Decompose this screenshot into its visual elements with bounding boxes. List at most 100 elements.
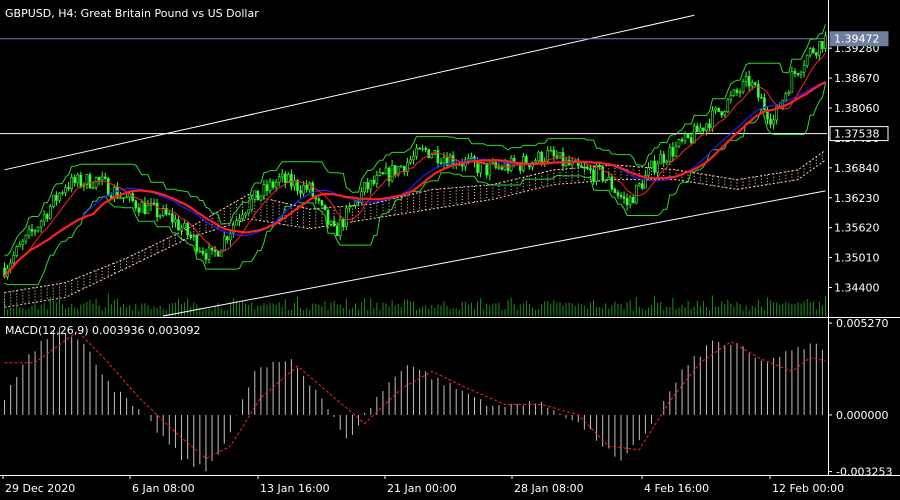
candle-bear (445, 157, 449, 166)
candle-bull (174, 219, 177, 223)
macd-tick-label: 0.000000 (836, 409, 889, 422)
candle-bear (598, 165, 601, 167)
candle-bull (741, 81, 745, 93)
macd-tick-label: 0.005270 (836, 317, 889, 330)
candle-bull (729, 95, 733, 100)
candle-bull (36, 226, 40, 232)
price-tick-label: 1.35620 (834, 222, 880, 235)
candle-bull (723, 111, 727, 116)
candle-bull (122, 197, 125, 199)
time-tick-label: 6 Jan 08:00 (132, 482, 195, 495)
candle-bear (662, 154, 666, 163)
candle-bear (561, 152, 565, 167)
candle-bull (140, 201, 144, 213)
time-tick-label: 4 Feb 16:00 (644, 482, 709, 495)
candle-bear (213, 249, 217, 252)
candle-bear (103, 176, 107, 179)
macd-histogram (4, 327, 823, 472)
candle-bull (442, 157, 446, 164)
lower-channel-line (163, 190, 826, 317)
time-tick-label: 29 Dec 2020 (5, 482, 75, 495)
candle-bull (61, 192, 64, 194)
candle-bull (198, 250, 202, 253)
candles (3, 31, 827, 280)
candle-bull (354, 200, 357, 206)
candle-bull (628, 196, 632, 206)
candle-bull (659, 154, 662, 165)
tenkan-line (4, 52, 826, 277)
candle-bear (320, 200, 324, 206)
candle-bear (622, 196, 626, 199)
candle-bear (155, 202, 159, 217)
candle-bull (70, 177, 73, 189)
candle-bull (250, 198, 254, 211)
price-tick-label: 1.35010 (834, 252, 880, 265)
bid-price-label: 1.39472 (834, 33, 880, 46)
time-tick-label: 13 Jan 16:00 (260, 482, 330, 495)
time-tick-label: 28 Jan 08:00 (514, 482, 584, 495)
candle-bear (171, 213, 174, 223)
candle-bear (341, 219, 345, 228)
candle-bear (335, 225, 339, 237)
candle-bull (302, 184, 305, 194)
candle-bull (241, 214, 244, 219)
candle-bull (351, 205, 354, 208)
candle-bull (12, 255, 15, 264)
candle-bear (619, 195, 623, 198)
candle-bull (274, 181, 278, 188)
price-tick-label: 1.34400 (834, 282, 880, 295)
candle-bull (308, 182, 312, 190)
candle-bull (656, 163, 659, 173)
candle-bull (192, 235, 196, 237)
candle-bear (393, 165, 397, 176)
candle-bull (799, 71, 803, 75)
candle-bull (744, 76, 748, 82)
candle-bear (695, 125, 699, 133)
candle-bull (280, 173, 284, 178)
candle-bull (790, 71, 794, 93)
candle-bear (760, 96, 763, 99)
candle-bear (439, 162, 443, 164)
candle-bear (271, 181, 275, 188)
candle-bull (558, 152, 562, 159)
candle-bear (106, 178, 110, 197)
candle-bull (33, 230, 37, 233)
candle-bear (769, 118, 772, 125)
ichimoku-cloud (4, 152, 823, 308)
candle-bear (641, 183, 644, 189)
senkou-span-b (4, 159, 826, 308)
candle-bear (195, 235, 199, 252)
candle-bull (711, 109, 714, 129)
candle-bear (583, 166, 586, 169)
candle-bull (27, 228, 31, 236)
candle-bear (766, 109, 769, 120)
candle-bear (418, 147, 421, 150)
candle-bull (726, 99, 730, 112)
candle-bull (15, 246, 19, 256)
candle-bear (671, 147, 675, 157)
candle-bear (580, 165, 583, 168)
candle-bull (732, 89, 736, 96)
candle-bull (668, 147, 672, 162)
candle-bull (396, 166, 400, 176)
candle-bull (146, 204, 150, 215)
candle-bull (253, 190, 257, 200)
candle-bear (143, 201, 147, 215)
candle-bull (479, 162, 482, 173)
candle-bull (18, 244, 22, 248)
candle-bull (644, 175, 647, 189)
candle-bear (332, 220, 336, 227)
candle-bull (378, 172, 382, 176)
candle-bull (412, 155, 415, 161)
candle-bull (161, 207, 165, 216)
kijun-line (4, 80, 826, 277)
candle-bull (699, 127, 702, 133)
candle-bull (750, 82, 754, 87)
upper-channel-line (4, 14, 695, 171)
candle-bull (259, 195, 263, 201)
candle-bull (683, 133, 687, 142)
candle-bear (592, 169, 595, 182)
candle-bull (738, 91, 742, 94)
price-axis: 1.392801.386701.380601.374501.368401.362… (828, 42, 880, 295)
